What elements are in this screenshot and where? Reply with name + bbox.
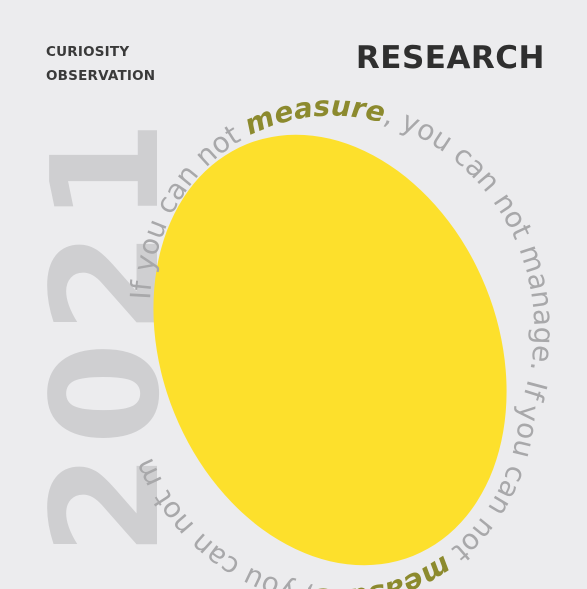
tagline-line-1: CURIOSITY	[46, 44, 130, 60]
ring-emphasis-word: measure	[240, 89, 389, 141]
yellow-disc	[153, 134, 507, 566]
tagline: CURIOSITY OBSERVATION	[46, 40, 155, 88]
page-title: RESEARCH	[355, 40, 545, 76]
tagline-line-2: OBSERVATION	[46, 68, 156, 84]
